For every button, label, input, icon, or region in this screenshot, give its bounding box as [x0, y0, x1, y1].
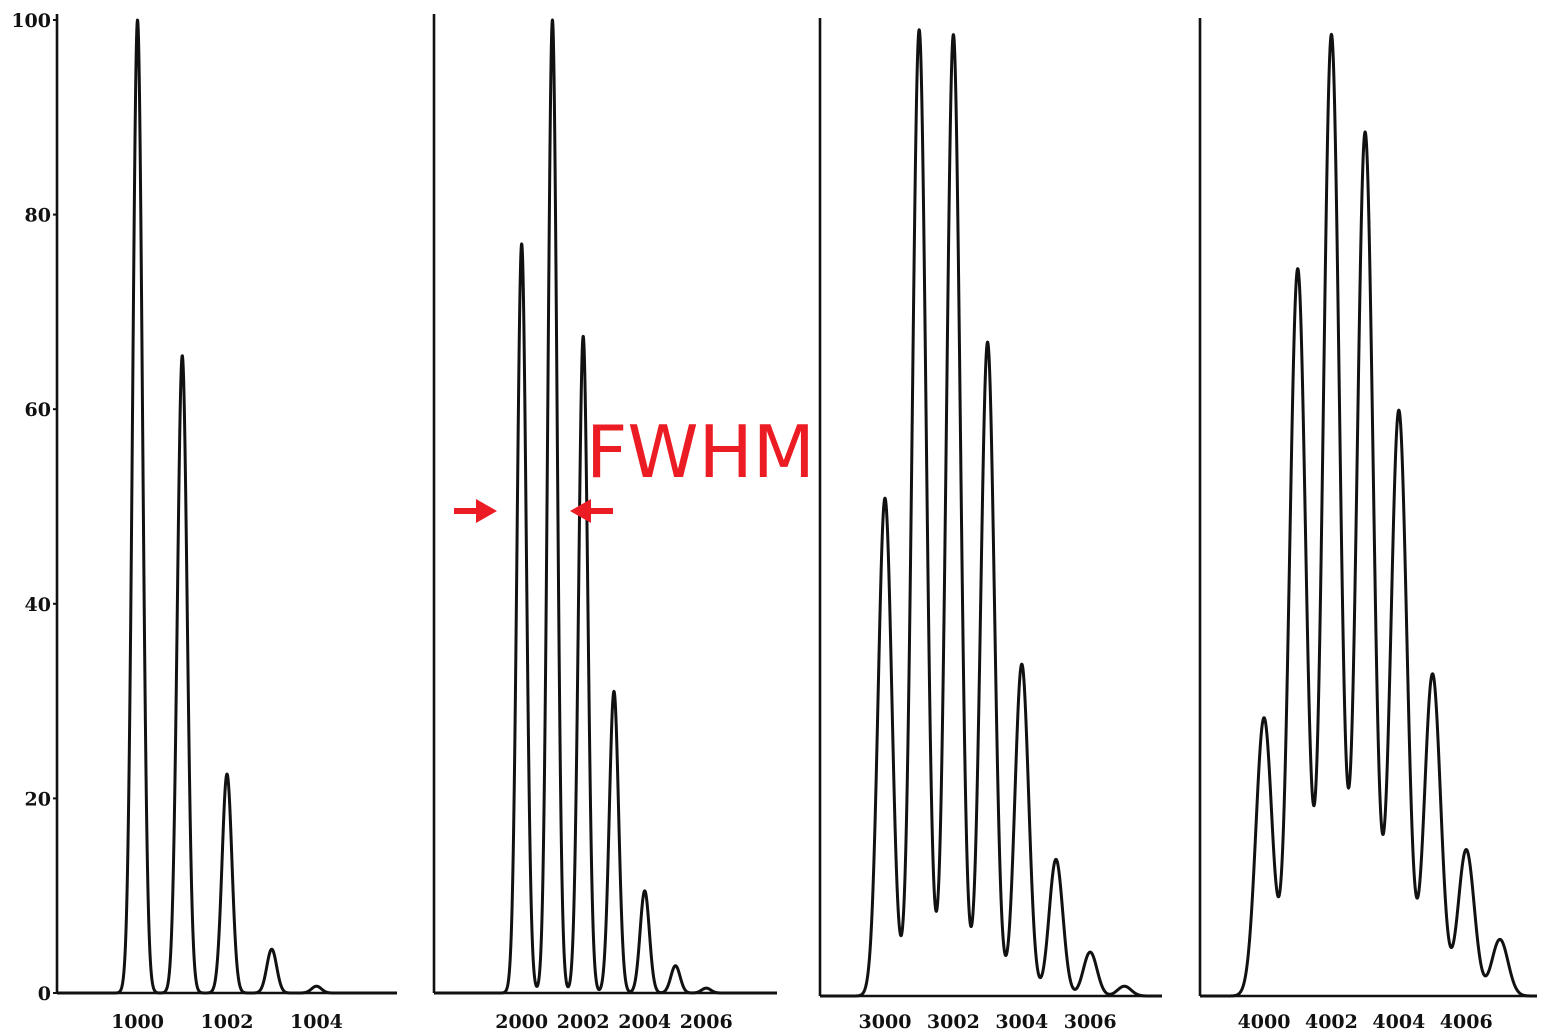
data-point	[520, 242, 523, 245]
x-tick-label: 4002	[1305, 1011, 1358, 1033]
data-point	[1020, 663, 1023, 665]
data-point	[1330, 33, 1333, 36]
data-point	[1296, 268, 1299, 270]
x-tick-label: 3006	[1064, 1011, 1117, 1033]
data-point	[226, 773, 228, 775]
x-tick-label: 2006	[680, 1011, 733, 1033]
chart-panels: 1000 1002 1004 0 20 40 60 80 100 2000 2002 2004 2006…	[11, 10, 1539, 1033]
data-point	[613, 690, 615, 693]
y-tick-label: 0	[38, 983, 51, 1005]
y-tick-label: 40	[25, 594, 51, 616]
data-point	[1364, 131, 1366, 134]
x-tick-label: 1000	[111, 1011, 164, 1033]
fwhm-right-arrow-head	[570, 499, 591, 523]
data-point	[315, 985, 318, 987]
data-point	[136, 19, 139, 21]
data-point	[918, 28, 920, 31]
data-point	[181, 354, 184, 357]
spectrum-panel-2: 2000 2002 2004 2006	[432, 14, 779, 1033]
data-point	[884, 497, 886, 500]
data-point	[986, 341, 989, 343]
data-point	[674, 964, 677, 967]
data-point	[1123, 985, 1126, 988]
data-point	[643, 890, 646, 892]
x-tick-label: 1002	[201, 1011, 254, 1033]
x-tick-label: 3002	[927, 1011, 980, 1033]
y-tick-label: 20	[25, 788, 51, 810]
x-tick-label: 2004	[618, 1011, 671, 1033]
spectrum-panel-4: 4000 4002 4004 4006	[1198, 18, 1539, 1033]
data-point	[952, 33, 955, 36]
data-point	[1055, 858, 1057, 861]
spectrum-series-line	[432, 18, 779, 995]
spectrum-series-line	[818, 28, 1164, 998]
x-tick-label: 4006	[1440, 1011, 1493, 1033]
x-tick-label: 4000	[1238, 1011, 1291, 1033]
data-point	[551, 19, 554, 21]
y-tick-label: 60	[25, 399, 51, 421]
data-point	[1398, 409, 1400, 412]
data-point	[1499, 938, 1501, 941]
spectrum-series-line	[1198, 32, 1539, 998]
x-tick-label: 3000	[859, 1011, 912, 1033]
spectrum-series-line	[55, 18, 399, 995]
spectrum-panel-3: 3000 3002 3004 3006	[818, 18, 1164, 1033]
data-point	[1431, 673, 1434, 675]
x-tick-label: 2002	[557, 1011, 610, 1033]
fwhm-left-arrow-head	[476, 499, 497, 523]
data-point	[270, 948, 273, 951]
fwhm-annotation: FWHM	[454, 410, 815, 523]
fwhm-label: FWHM	[586, 410, 815, 494]
spectrum-panel-1: 1000 1002 1004 0 20 40 60 80 100	[11, 10, 399, 1033]
data-point	[1263, 717, 1265, 719]
x-tick-label: 3004	[995, 1011, 1048, 1033]
data-point	[1089, 951, 1091, 953]
x-tick-label: 1004	[290, 1011, 343, 1033]
data-point	[1465, 848, 1468, 851]
y-tick-label: 80	[25, 205, 51, 227]
x-tick-label: 2000	[495, 1011, 548, 1033]
data-point	[705, 987, 708, 989]
data-point	[582, 335, 584, 338]
x-tick-label: 4004	[1372, 1011, 1425, 1033]
y-tick-label: 100	[11, 10, 51, 32]
